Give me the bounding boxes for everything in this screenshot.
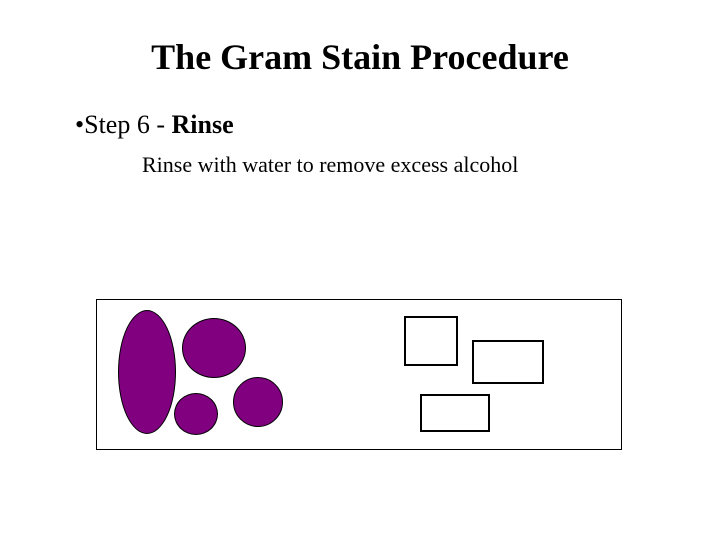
slide: The Gram Stain Procedure •Step 6 - Rinse… [0, 0, 720, 540]
step-bullet: •Step 6 - Rinse [75, 110, 234, 140]
bullet-prefix: Step 6 - [84, 110, 171, 139]
bullet-bold: Rinse [172, 110, 234, 139]
step-description: Rinse with water to remove excess alcoho… [142, 152, 518, 178]
cell-rect [472, 340, 544, 384]
page-title: The Gram Stain Procedure [0, 36, 720, 78]
cell-ellipse [174, 393, 218, 435]
cell-rect [420, 394, 490, 432]
cell-ellipse [182, 318, 246, 378]
cell-rect [404, 316, 458, 366]
cell-ellipse [233, 377, 283, 427]
cell-ellipse [118, 310, 176, 434]
bullet-marker: • [75, 110, 84, 139]
